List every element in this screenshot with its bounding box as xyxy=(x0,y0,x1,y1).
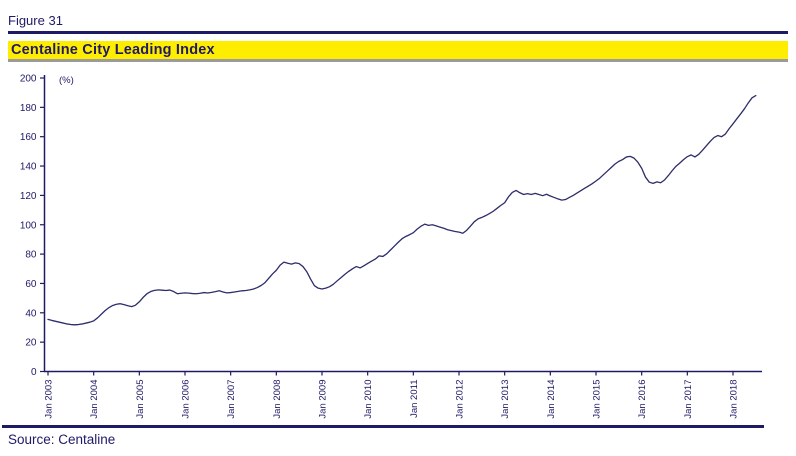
y-tick-label: 80 xyxy=(25,250,37,261)
footer-divider-line xyxy=(2,425,764,428)
x-tick-label: Jan 2018 xyxy=(729,380,740,419)
header-divider-line xyxy=(8,31,788,34)
y-tick-label: 20 xyxy=(25,338,37,349)
x-tick-label: Jan 2013 xyxy=(500,379,511,418)
y-tick-label: 200 xyxy=(20,74,37,85)
x-tick-label: Jan 2009 xyxy=(318,380,329,419)
x-tick-label: Jan 2011 xyxy=(409,380,420,418)
y-tick-label: 160 xyxy=(20,132,37,143)
x-tick-label: Jan 2006 xyxy=(181,380,192,419)
chart-title-bar: Centaline City Leading Index xyxy=(8,41,788,62)
figure-number-label: Figure 31 xyxy=(8,13,63,28)
y-tick-label: 40 xyxy=(25,308,37,319)
ccl-series-line xyxy=(47,94,757,326)
x-tick-label: Jan 2015 xyxy=(592,380,603,419)
x-tick-label: Jan 2005 xyxy=(135,380,146,419)
x-tick-label: Jan 2014 xyxy=(546,380,557,419)
x-tick-label: Jan 2017 xyxy=(683,380,694,419)
chart-area: 0 20 40 60 80 100 120 140 160 180 200 (%) Jan 2003 Ja… xyxy=(0,62,796,425)
source-label: Source: Centaline xyxy=(8,432,116,447)
y-axis-unit-label: (%) xyxy=(59,75,74,86)
y-tick-label: 100 xyxy=(20,220,37,231)
x-tick-label: Jan 2003 xyxy=(44,380,55,419)
x-tick-label: Jan 2004 xyxy=(89,380,100,419)
x-tick-label: Jan 2007 xyxy=(226,380,237,419)
x-tick-label: Jan 2012 xyxy=(455,380,466,419)
y-tick-label: 60 xyxy=(25,279,37,290)
y-tick-label: 180 xyxy=(20,103,37,114)
x-tick-label: Jan 2008 xyxy=(272,380,283,419)
y-tick-label: 0 xyxy=(31,367,37,378)
chart-title: Centaline City Leading Index xyxy=(11,42,215,58)
y-tick-label: 140 xyxy=(20,162,37,173)
y-tick-label: 120 xyxy=(20,191,37,202)
x-tick-label: Jan 2016 xyxy=(637,380,648,419)
line-chart: 0 20 40 60 80 100 120 140 160 180 200 (%) Jan 2003 Ja… xyxy=(20,74,762,419)
x-tick-label: Jan 2010 xyxy=(363,380,374,419)
